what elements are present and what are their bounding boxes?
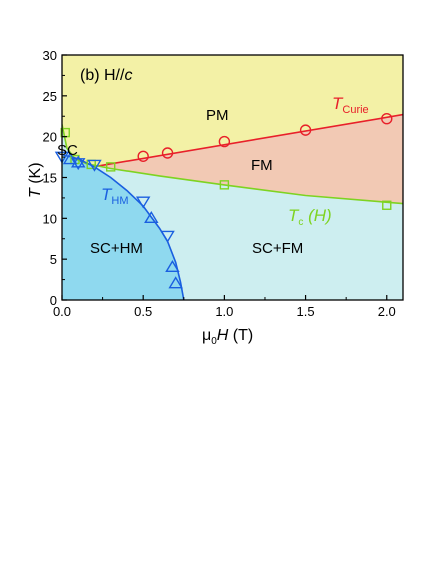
series-label-tcurie: TCurie [332, 94, 369, 116]
thm-marker-up [62, 152, 78, 165]
y-tick-label: 15 [43, 171, 57, 186]
region-label-sc: SC [57, 142, 78, 159]
thm-marker-down [87, 159, 102, 172]
y-tick-label: 0 [50, 293, 57, 308]
region-fm-fill [97, 114, 403, 204]
x-axis-label: μ0H (T) [202, 327, 253, 347]
region-label-sc-hm: SC+HM [90, 240, 143, 257]
thm-marker-up [144, 210, 159, 224]
series-label-tc: Tc (H) [288, 206, 332, 228]
y-tick-label: 20 [43, 130, 57, 145]
tc-marker [382, 200, 392, 210]
y-axis-label: T (K) [27, 162, 44, 198]
tc-marker [219, 180, 230, 190]
region-label-pm: PM [206, 107, 229, 124]
y-tick-label: 30 [43, 48, 57, 63]
thm-marker-down [135, 196, 151, 209]
tcurie-marker [218, 135, 231, 148]
region-label-fm: FM [251, 157, 273, 174]
x-tick-label: 1.5 [297, 304, 315, 319]
tcurie-marker [381, 112, 393, 125]
y-tick-label: 25 [43, 89, 57, 104]
region-sc-hm-fill [62, 154, 184, 300]
series-label-thm: THM [101, 185, 129, 207]
y-tick-label: 10 [43, 211, 57, 226]
thm-marker-up [71, 155, 86, 168]
y-tick-label: 5 [50, 252, 57, 267]
thm-marker-down [160, 230, 175, 243]
thm-marker-up [168, 276, 183, 289]
tcurie-marker [299, 124, 312, 136]
tc-marker [106, 162, 116, 172]
x-tick-label: 0.5 [134, 304, 152, 319]
thm-marker-up [165, 259, 180, 273]
x-tick-label: 0.0 [53, 304, 71, 319]
panel-label: (b) H//c [80, 67, 132, 84]
region-label-sc-fm: SC+FM [252, 240, 303, 257]
tc-fit-line [62, 124, 403, 205]
x-tick-label: 2.0 [378, 304, 396, 319]
tcurie-marker [161, 147, 174, 159]
x-tick-label: 1.0 [215, 304, 233, 319]
tcurie-marker [137, 150, 149, 162]
